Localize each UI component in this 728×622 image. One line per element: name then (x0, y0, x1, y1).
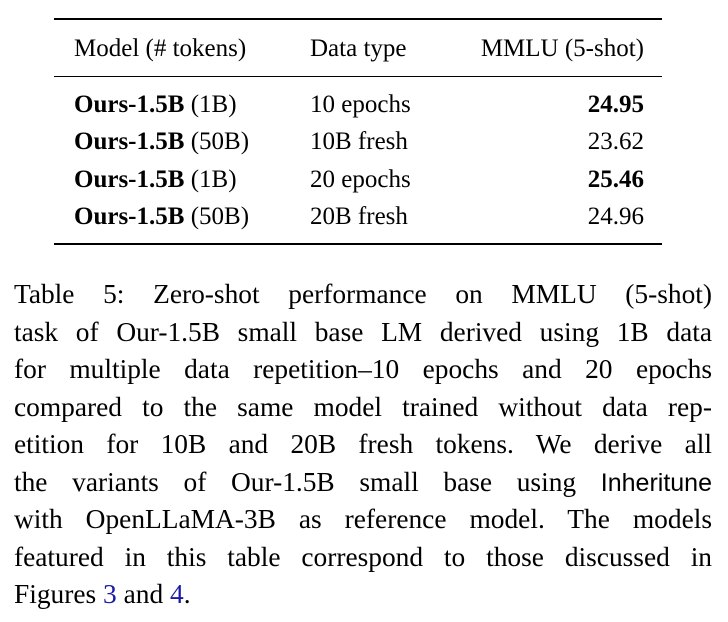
caption-line: for multiple data repetition–10 epochs a… (14, 354, 712, 384)
header-model: Model (# tokens) (74, 35, 247, 62)
caption-text: and (123, 579, 164, 609)
caption-line: Table 5: Zero-shot performance on MMLU (… (14, 279, 712, 309)
row-mmlu: 25.46 (587, 166, 644, 193)
caption-text: . (183, 579, 191, 609)
row-model: Ours-1.5B (1B) (74, 87, 237, 123)
caption-text: Figures (14, 579, 97, 609)
figure-ref-link[interactable]: 4 (170, 579, 184, 609)
row-model: Ours-1.5B (1B) (74, 162, 237, 198)
table-caption: Table 5: Zero-shot performance on MMLU (… (14, 276, 712, 614)
row-data-type: 10 epochs (310, 91, 411, 118)
model-name: Ours-1.5B (74, 166, 185, 193)
header-mmlu: MMLU (5-shot) (480, 35, 644, 62)
caption-line: task of Our-1.5B small base LM derived u… (14, 316, 712, 347)
row-data-type: 10B fresh (310, 128, 408, 155)
caption-line: compared to the same model trained witho… (14, 391, 712, 422)
table-header-row: Model (# tokens) Data type MMLU (5-shot) (54, 31, 662, 67)
caption-line: featured in this table correspond to tho… (14, 541, 712, 572)
caption-text: the variants of Our-1.5B small base usin… (14, 466, 577, 497)
table-row: Ours-1.5B (50B) 10B fresh 23.62 (54, 124, 662, 160)
row-mmlu: 23.62 (587, 128, 644, 155)
figure-ref-link[interactable]: 3 (103, 579, 117, 609)
table-header-rule (54, 76, 662, 77)
model-tokens: (50B) (190, 128, 250, 155)
model-name: Ours-1.5B (74, 203, 185, 230)
table-top-rule (54, 18, 662, 20)
row-data-type: 20B fresh (310, 203, 408, 230)
model-tokens: (1B) (190, 91, 237, 118)
table-row: Ours-1.5B (1B) 20 epochs 25.46 (54, 162, 662, 198)
row-mmlu: 24.96 (587, 203, 644, 230)
caption-line: etition for 10B and 20B fresh tokens. We… (14, 429, 712, 459)
method-name: Inheritune (600, 468, 712, 497)
model-name: Ours-1.5B (74, 128, 185, 155)
caption-line: Figures 3 and 4. (14, 576, 712, 614)
table-row: Ours-1.5B (1B) 10 epochs 24.95 (54, 87, 662, 123)
model-tokens: (50B) (190, 203, 250, 230)
row-model: Ours-1.5B (50B) (74, 199, 249, 235)
caption-line: the variants of Our-1.5B small base usin… (14, 464, 712, 502)
table-bottom-rule (54, 243, 662, 245)
row-mmlu: 24.95 (587, 91, 644, 118)
row-model: Ours-1.5B (50B) (74, 124, 249, 160)
table-row: Ours-1.5B (50B) 20B fresh 24.96 (54, 199, 662, 235)
model-tokens: (1B) (190, 166, 237, 193)
header-data-type: Data type (310, 35, 407, 62)
row-data-type: 20 epochs (310, 166, 411, 193)
model-name: Ours-1.5B (74, 91, 185, 118)
caption-line: with OpenLLaMA-3B as reference model. Th… (14, 504, 712, 534)
